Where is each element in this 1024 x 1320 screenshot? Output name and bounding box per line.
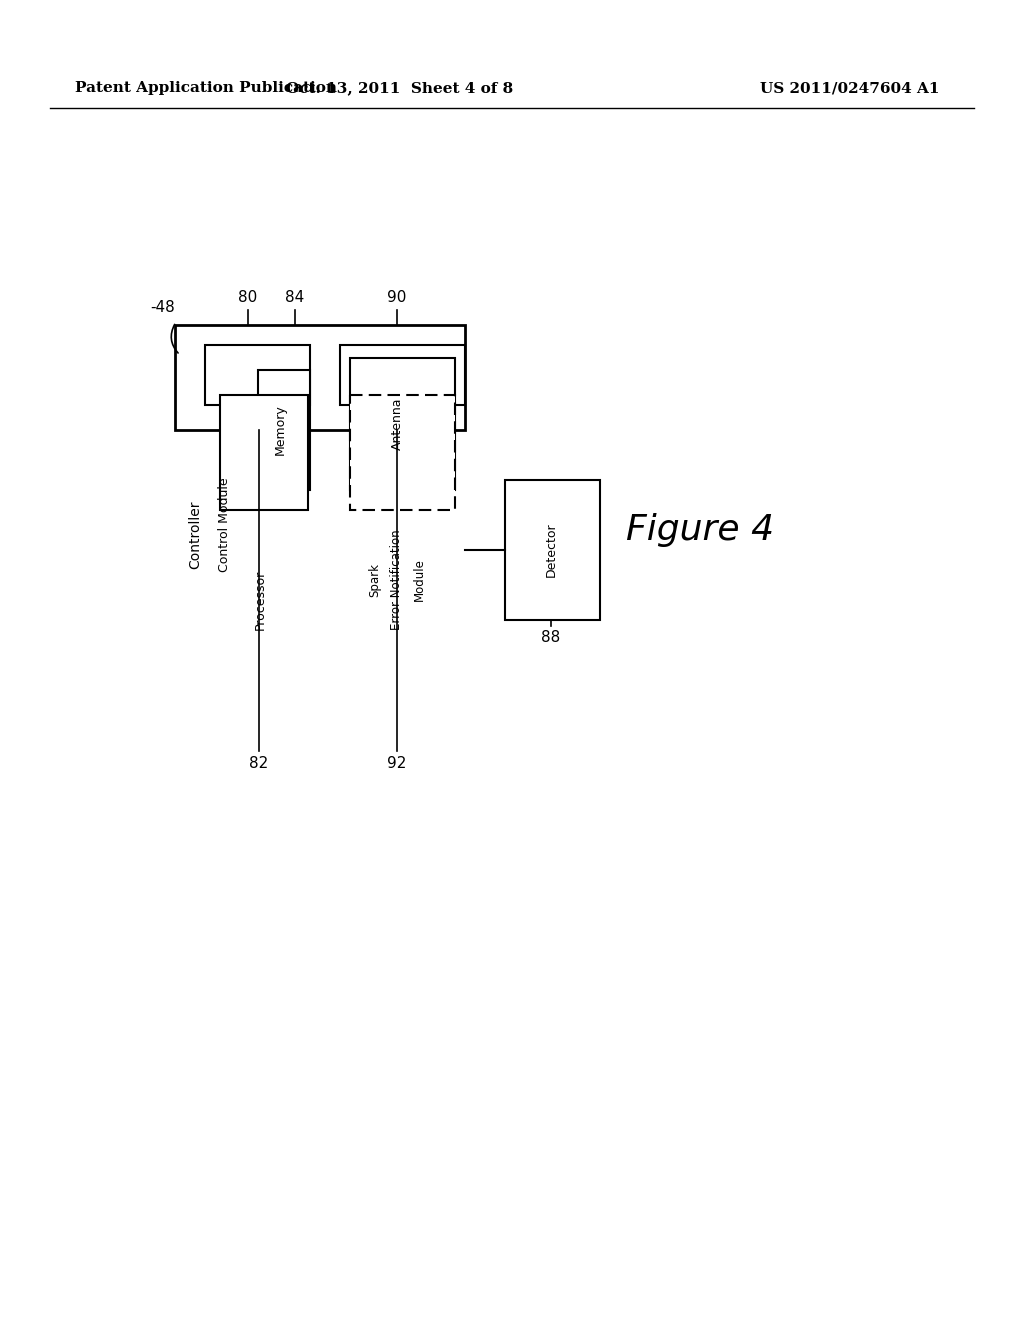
Text: 90: 90 — [387, 290, 407, 305]
Bar — [175, 325, 465, 430]
Text: Module: Module — [413, 558, 426, 602]
Text: Figure 4: Figure 4 — [626, 513, 774, 546]
Text: Controller: Controller — [188, 500, 202, 569]
Text: 82: 82 — [250, 755, 268, 771]
Text: Oct. 13, 2011  Sheet 4 of 8: Oct. 13, 2011 Sheet 4 of 8 — [287, 81, 514, 95]
Text: 80: 80 — [239, 290, 258, 305]
Text: Control Module: Control Module — [217, 478, 230, 573]
Text: -48: -48 — [151, 300, 175, 314]
Bar — [505, 480, 600, 620]
Bar — [340, 345, 465, 405]
Bar — [205, 345, 310, 405]
Text: Detector: Detector — [545, 523, 557, 577]
Text: Error Notification: Error Notification — [390, 529, 403, 631]
Text: Spark: Spark — [369, 564, 382, 597]
Text: 88: 88 — [542, 631, 560, 645]
Bar — [220, 395, 308, 510]
Text: US 2011/0247604 A1: US 2011/0247604 A1 — [760, 81, 940, 95]
Text: 84: 84 — [286, 290, 304, 305]
Bar — [350, 395, 455, 510]
Bar — [258, 370, 310, 490]
Text: Memory: Memory — [273, 405, 287, 455]
Bar — [350, 358, 455, 490]
Text: Processor: Processor — [254, 570, 266, 630]
FancyArrowPatch shape — [171, 325, 178, 352]
Text: Patent Application Publication: Patent Application Publication — [75, 81, 337, 95]
Text: Antenna: Antenna — [390, 397, 403, 450]
Text: 92: 92 — [387, 755, 407, 771]
